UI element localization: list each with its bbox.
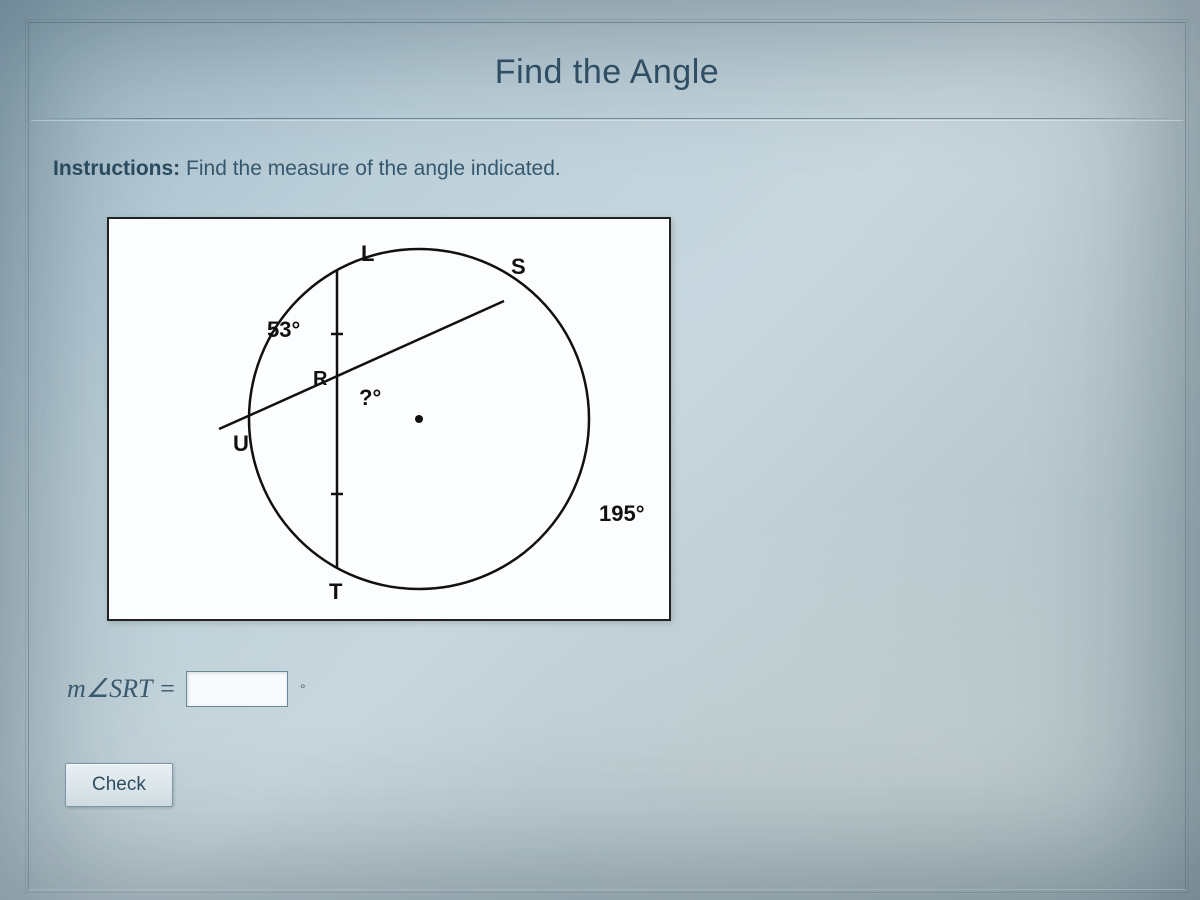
degree-suffix: ° (300, 681, 306, 697)
label-t: T (329, 579, 343, 604)
label-s: S (511, 254, 526, 279)
expr-angle: ∠SRT (86, 674, 152, 703)
instructions-label: Instructions: (53, 157, 180, 180)
content-panel: Find the Angle Instructions: Find the me… (28, 22, 1186, 890)
figure-svg: L S U T R 53° ?° 195° (109, 219, 669, 619)
expr-m: m (67, 674, 86, 703)
label-r: R (313, 368, 328, 390)
answer-row: m∠SRT = ° (67, 671, 1185, 707)
label-195: 195° (599, 501, 645, 526)
title-row: Find the Angle (29, 23, 1185, 112)
instructions: Instructions: Find the measure of the an… (29, 121, 1185, 195)
answer-input[interactable] (186, 671, 288, 707)
page-title: Find the Angle (495, 53, 719, 91)
label-l: L (361, 241, 374, 266)
geometry-figure: L S U T R 53° ?° 195° (107, 217, 671, 621)
label-u: U (233, 431, 249, 456)
expr-eq: = (152, 674, 176, 703)
instructions-text: Find the measure of the angle indicated. (186, 157, 561, 180)
answer-expression: m∠SRT = (67, 674, 176, 704)
check-button[interactable]: Check (65, 763, 173, 807)
center-dot (415, 415, 423, 423)
divider (31, 118, 1183, 119)
label-question: ?° (359, 385, 381, 410)
screen: Find the Angle Instructions: Find the me… (0, 0, 1200, 900)
label-53: 53° (267, 317, 300, 342)
